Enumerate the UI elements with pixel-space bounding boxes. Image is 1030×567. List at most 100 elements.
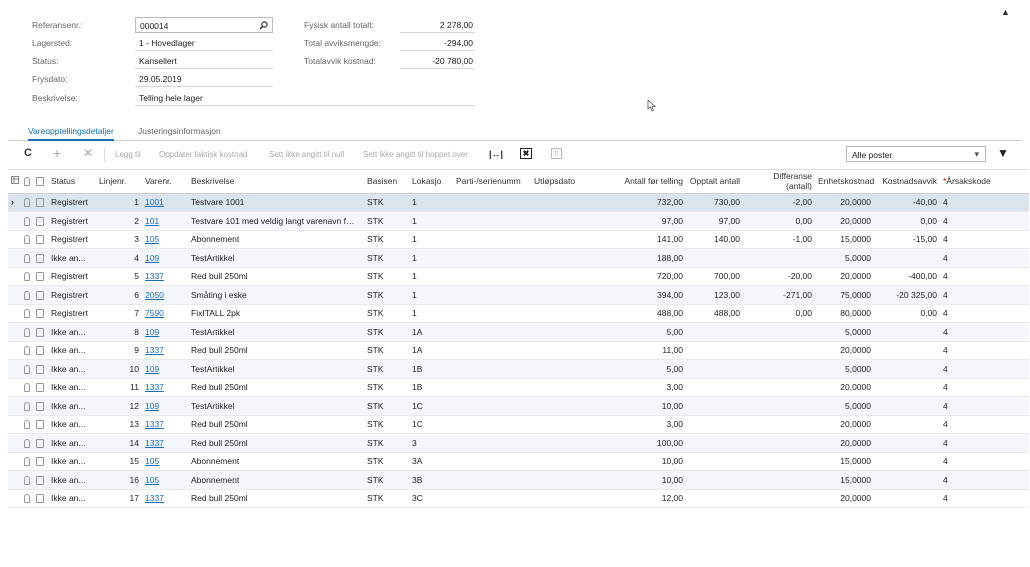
cell-location[interactable]: 1 (409, 193, 453, 212)
cell-line-nbr[interactable]: 7 (96, 304, 142, 323)
row-files-cell[interactable] (21, 322, 33, 342)
cell-line-nbr[interactable]: 12 (96, 396, 142, 416)
inventory-link[interactable]: 1001 (145, 197, 164, 208)
table-row[interactable]: Registrert 5 1337 Red bull 250ml STK 1 720,00 7… (8, 267, 1029, 286)
cell-status[interactable]: Registrert (48, 267, 96, 286)
cell-line-nbr[interactable]: 3 (96, 230, 142, 249)
cell-location[interactable]: 1 (409, 285, 453, 305)
cell-unit-cost[interactable]: 20,0000 (815, 193, 874, 212)
cell-location[interactable]: 1 (409, 248, 453, 268)
row-selector[interactable] (8, 415, 21, 434)
cell-location[interactable]: 1C (409, 415, 453, 434)
cell-lot-serial[interactable] (453, 415, 531, 434)
refresh-button[interactable]: C (24, 147, 32, 159)
cell-reason-code[interactable]: 4 (940, 415, 1029, 434)
cell-variance-qty[interactable] (743, 248, 815, 268)
set-not-entered-to-skipped-button[interactable]: Sett ikke angitt til hoppet over (363, 150, 468, 159)
cell-inventory-id[interactable]: 1337 (142, 433, 188, 453)
row-notes-cell[interactable] (33, 470, 48, 490)
cell-reason-code[interactable]: 4 (940, 359, 1029, 379)
row-files-cell[interactable] (21, 267, 33, 286)
cell-inventory-id[interactable]: 105 (142, 230, 188, 249)
cell-book-qty[interactable]: 5,00 (611, 322, 686, 342)
cell-lot-serial[interactable] (453, 193, 531, 212)
cell-lot-serial[interactable] (453, 452, 531, 471)
cell-description[interactable]: Abonnement (188, 452, 364, 471)
cell-reason-code[interactable]: 4 (940, 230, 1029, 249)
cell-inventory-id[interactable]: 109 (142, 396, 188, 416)
cell-cost-variance[interactable] (874, 396, 940, 416)
cell-reason-code[interactable]: 4 (940, 433, 1029, 453)
paperclip-icon[interactable] (24, 494, 30, 504)
cell-unit-cost[interactable]: 20,0000 (815, 378, 874, 397)
table-row[interactable]: Ikke an... 17 1337 Red bull 250ml STK 3C 12,00… (8, 489, 1029, 508)
cell-book-qty[interactable]: 488,00 (611, 304, 686, 323)
cell-expiry-date[interactable] (531, 489, 611, 508)
cell-inventory-id[interactable]: 7590 (142, 304, 188, 323)
paperclip-icon[interactable] (24, 475, 30, 485)
cell-inventory-id[interactable]: 1001 (142, 193, 188, 212)
cell-location[interactable]: 1 (409, 211, 453, 231)
cell-book-qty[interactable]: 394,00 (611, 285, 686, 305)
cell-expiry-date[interactable] (531, 396, 611, 416)
cell-base-unit[interactable]: STK (364, 211, 409, 231)
row-notes-cell[interactable] (33, 267, 48, 286)
cell-cost-variance[interactable] (874, 341, 940, 360)
inventory-link[interactable]: 1337 (145, 437, 164, 448)
note-icon[interactable] (36, 364, 44, 374)
row-files-cell[interactable] (21, 211, 33, 231)
cell-status[interactable]: Ikke an... (48, 378, 96, 397)
cell-cost-variance[interactable] (874, 489, 940, 508)
cell-counted-qty[interactable] (686, 359, 743, 379)
cell-expiry-date[interactable] (531, 193, 611, 212)
inventory-link[interactable]: 1337 (145, 271, 164, 282)
cell-reason-code[interactable]: 4 (940, 285, 1029, 305)
table-row[interactable]: Ikke an... 4 109 TestArtikkel STK 1 188,00 5,00… (8, 248, 1029, 268)
cell-lot-serial[interactable] (453, 470, 531, 490)
column-settings-header[interactable] (8, 170, 21, 194)
cell-status[interactable]: Registrert (48, 304, 96, 323)
row-selector[interactable] (8, 322, 21, 342)
cell-book-qty[interactable]: 720,00 (611, 267, 686, 286)
records-filter-select[interactable]: Alle poster ▾ (846, 146, 986, 162)
cell-base-unit[interactable]: STK (364, 322, 409, 342)
cell-unit-cost[interactable]: 5,0000 (815, 248, 874, 268)
row-notes-cell[interactable] (33, 452, 48, 471)
row-files-cell[interactable] (21, 415, 33, 434)
cell-book-qty[interactable]: 3,00 (611, 415, 686, 434)
row-files-cell[interactable] (21, 304, 33, 323)
cell-variance-qty[interactable] (743, 415, 815, 434)
cell-unit-cost[interactable]: 20,0000 (815, 267, 874, 286)
row-files-cell[interactable] (21, 285, 33, 305)
cell-cost-variance[interactable] (874, 452, 940, 471)
cell-status[interactable]: Registrert (48, 285, 96, 305)
cell-inventory-id[interactable]: 1337 (142, 415, 188, 434)
row-selector[interactable] (8, 470, 21, 490)
note-icon[interactable] (36, 383, 44, 393)
cell-inventory-id[interactable]: 2050 (142, 285, 188, 305)
cell-base-unit[interactable]: STK (364, 359, 409, 379)
table-row[interactable]: Ikke an... 15 105 Abonnement STK 3A 10,00 15,00… (8, 452, 1029, 471)
cell-status[interactable]: Ikke an... (48, 452, 96, 471)
row-files-cell[interactable] (21, 193, 33, 212)
cell-reason-code[interactable]: 4 (940, 304, 1029, 323)
cell-base-unit[interactable]: STK (364, 230, 409, 249)
cell-inventory-id[interactable]: 1337 (142, 378, 188, 397)
cell-reason-code[interactable]: 4 (940, 341, 1029, 360)
row-selector[interactable] (8, 433, 21, 453)
cell-book-qty[interactable]: 188,00 (611, 248, 686, 268)
table-row[interactable]: Ikke an... 12 109 TestArtikkel STK 1C 10,00 5,0… (8, 396, 1029, 416)
fit-columns-icon[interactable]: |↔| (489, 149, 504, 159)
cell-line-nbr[interactable]: 17 (96, 489, 142, 508)
row-notes-cell[interactable] (33, 285, 48, 305)
cell-inventory-id[interactable]: 101 (142, 211, 188, 231)
cell-base-unit[interactable]: STK (364, 341, 409, 360)
paperclip-icon[interactable] (24, 364, 30, 374)
inventory-link[interactable]: 109 (145, 252, 160, 263)
cell-description[interactable]: Red bull 250ml (188, 267, 364, 286)
cell-status[interactable]: Ikke an... (48, 470, 96, 490)
cell-line-nbr[interactable]: 13 (96, 415, 142, 434)
note-icon[interactable] (36, 272, 44, 282)
reference-input[interactable]: 000014 (135, 17, 273, 33)
cell-counted-qty[interactable]: 97,00 (686, 211, 743, 231)
